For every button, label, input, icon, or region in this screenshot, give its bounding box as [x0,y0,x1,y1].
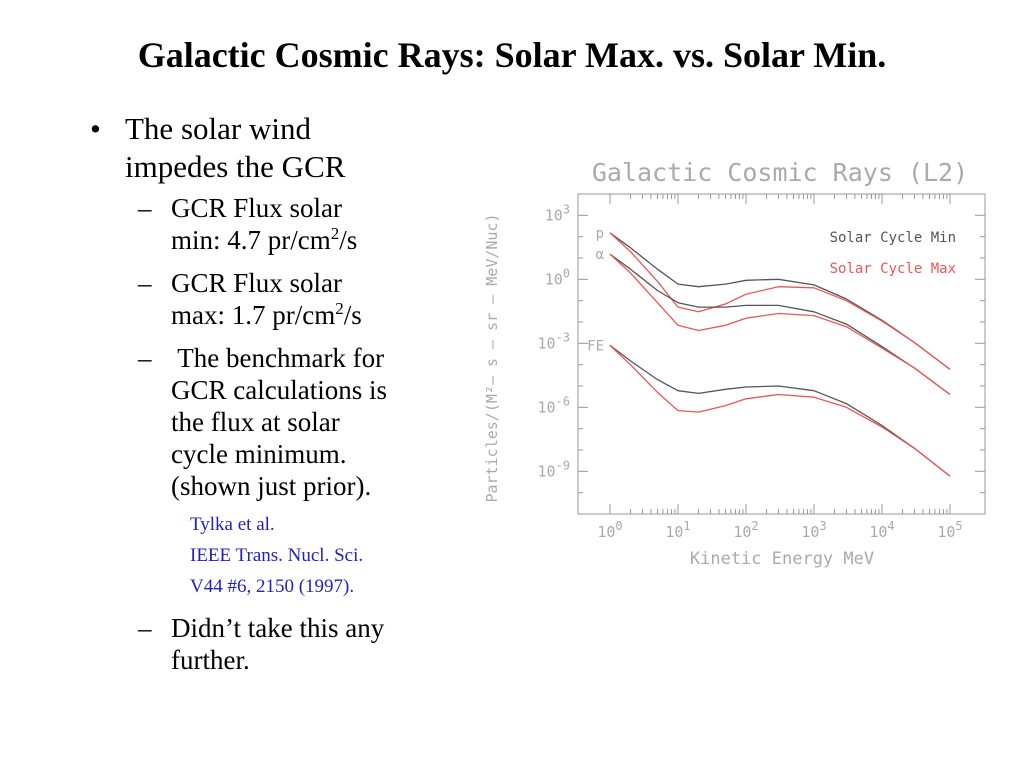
sub-bullet-line-end: /s [339,225,358,255]
sub-bullet-benchmark: – The benchmark for GCR calculations is … [80,342,480,502]
sub-bullet-line: The benchmark for [171,343,385,373]
sub-bullet-line: Didn’t take this any [171,613,385,643]
x-tick-label: 101 [665,519,690,541]
sub-bullet-line-end: /s [343,300,362,330]
reference-line: Tylka et al. [190,514,275,535]
sub-bullet-line: GCR Flux solar [171,268,343,298]
bullet-marker: • [90,111,101,146]
plot-frame [577,193,986,515]
y-tick-label: 100 [545,266,570,288]
reference-block: Tylka et al. IEEE Trans. Nucl. Sci. V44 … [80,509,480,602]
series-line-alpha-max [609,253,951,396]
superscript: 2 [335,299,344,318]
main-bullet: • The solar wind impedes the GCR [80,110,480,186]
sub-bullet-list: – GCR Flux solar min: 4.7 pr/cm2/s – GCR… [80,192,480,676]
dash-marker: – [138,193,152,223]
sub-bullet-line: the flux at solar [171,407,340,437]
dash-marker: – [138,613,152,643]
slide-title: Galactic Cosmic Rays: Solar Max. vs. Sol… [137,35,887,75]
x-tick-label: 102 [733,519,758,541]
sub-bullet-flux-max: – GCR Flux solar max: 1.7 pr/cm2/s [80,267,480,331]
x-tick-label: 100 [597,519,622,541]
legend-entry: Solar Cycle Max [830,261,956,277]
species-label: p [596,226,604,242]
main-bullet-line: impedes the GCR [125,149,346,184]
gcr-spectrum-chart: Galactic Cosmic Rays (L2) Particles/(M²–… [483,158,986,569]
sub-bullet-line: min: 4.7 pr/cm [171,225,331,255]
sub-bullet-line: GCR Flux solar [171,193,343,223]
reference-line: IEEE Trans. Nucl. Sci. [190,545,364,566]
sub-bullet-flux-min: – GCR Flux solar min: 4.7 pr/cm2/s [80,192,480,256]
bullet-list: • The solar wind impedes the GCR – GCR F… [80,110,480,687]
dash-marker: – [138,343,152,373]
y-tick-label: 10-6 [537,394,570,416]
x-tick-label: 103 [801,519,826,541]
y-tick-label: 10-3 [537,330,570,352]
series-line-fe-min [609,344,951,477]
y-axis-label: Particles/(M²– s – sr – MeV/Nuc) [483,214,501,503]
species-label: FE [587,338,604,354]
main-bullet-line: The solar wind [125,111,311,146]
sub-bullet-further: – Didn’t take this any further. [80,612,480,676]
legend-entry: Solar Cycle Min [830,230,956,246]
x-tick-label: 104 [869,519,894,541]
superscript: 2 [330,224,340,243]
sub-bullet-line: cycle minimum. [171,439,347,469]
sub-bullet-line: max: 1.7 pr/cm [171,300,336,330]
series-line-fe-max [609,344,951,477]
x-tick-label: 105 [937,519,962,541]
y-tick-label: 10-9 [537,458,570,480]
chart-title: Galactic Cosmic Rays (L2) [592,158,968,187]
reference-line: V44 #6, 2150 (1997). [190,576,355,597]
sub-bullet-line: (shown just prior). [171,471,372,501]
dash-marker: – [138,268,152,298]
plot-layer: 100 101 102 103 104 105 103 100 10-3 10-6 10-9 pα FE… [537,193,985,541]
x-axis-label: Kinetic Energy MeV [690,549,874,569]
species-label: α [596,247,605,263]
sub-bullet-line: further. [171,645,250,675]
series-line-p-max [609,232,951,370]
sub-bullet-line: GCR calculations is [171,375,387,405]
series-line-alpha-min [609,253,951,396]
series-line-p-min [609,232,951,370]
y-tick-label: 103 [545,202,570,224]
